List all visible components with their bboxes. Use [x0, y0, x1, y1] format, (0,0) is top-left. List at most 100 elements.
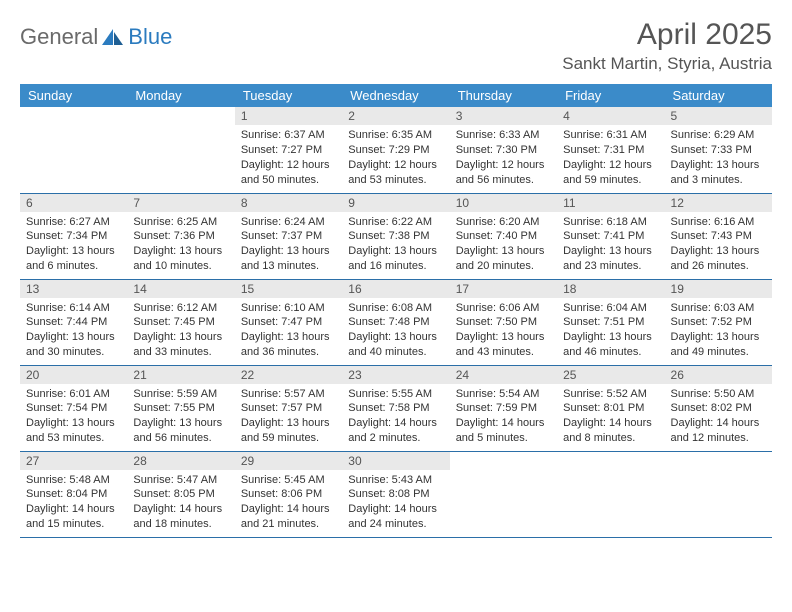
daylight-text: Daylight: 13 hours and 30 minutes. [26, 330, 121, 360]
calendar-day-cell: 20Sunrise: 6:01 AMSunset: 7:54 PMDayligh… [20, 365, 127, 451]
calendar-day-cell: 10Sunrise: 6:20 AMSunset: 7:40 PMDayligh… [450, 193, 557, 279]
day-number: 7 [127, 194, 234, 212]
calendar-week-row: 27Sunrise: 5:48 AMSunset: 8:04 PMDayligh… [20, 451, 772, 537]
daylight-text: Daylight: 13 hours and 36 minutes. [241, 330, 336, 360]
sunset-text: Sunset: 7:52 PM [671, 315, 766, 330]
weekday-header: Saturday [665, 84, 772, 107]
day-number: 17 [450, 280, 557, 298]
daylight-text: Daylight: 13 hours and 13 minutes. [241, 244, 336, 274]
day-body: Sunrise: 6:24 AMSunset: 7:37 PMDaylight:… [235, 212, 342, 278]
calendar-day-cell: 24Sunrise: 5:54 AMSunset: 7:59 PMDayligh… [450, 365, 557, 451]
sunrise-text: Sunrise: 6:06 AM [456, 301, 551, 316]
sunset-text: Sunset: 7:31 PM [563, 143, 658, 158]
day-body: Sunrise: 6:31 AMSunset: 7:31 PMDaylight:… [557, 125, 664, 191]
daylight-text: Daylight: 14 hours and 2 minutes. [348, 416, 443, 446]
daylight-text: Daylight: 13 hours and 3 minutes. [671, 158, 766, 188]
weekday-header: Sunday [20, 84, 127, 107]
sunrise-text: Sunrise: 6:10 AM [241, 301, 336, 316]
daylight-text: Daylight: 13 hours and 56 minutes. [133, 416, 228, 446]
day-number: 12 [665, 194, 772, 212]
calendar-day-cell: 25Sunrise: 5:52 AMSunset: 8:01 PMDayligh… [557, 365, 664, 451]
day-body: Sunrise: 5:50 AMSunset: 8:02 PMDaylight:… [665, 384, 772, 450]
calendar-day-cell: 1Sunrise: 6:37 AMSunset: 7:27 PMDaylight… [235, 107, 342, 193]
daylight-text: Daylight: 13 hours and 49 minutes. [671, 330, 766, 360]
day-body: Sunrise: 6:10 AMSunset: 7:47 PMDaylight:… [235, 298, 342, 364]
day-number: 23 [342, 366, 449, 384]
day-number: 20 [20, 366, 127, 384]
sunrise-text: Sunrise: 5:54 AM [456, 387, 551, 402]
sunrise-text: Sunrise: 6:14 AM [26, 301, 121, 316]
calendar-week-row: ....1Sunrise: 6:37 AMSunset: 7:27 PMDayl… [20, 107, 772, 193]
day-number: 30 [342, 452, 449, 470]
calendar-week-row: 13Sunrise: 6:14 AMSunset: 7:44 PMDayligh… [20, 279, 772, 365]
day-number: 9 [342, 194, 449, 212]
day-number: 10 [450, 194, 557, 212]
day-number: 4 [557, 107, 664, 125]
calendar-day-cell: 9Sunrise: 6:22 AMSunset: 7:38 PMDaylight… [342, 193, 449, 279]
day-body: Sunrise: 6:04 AMSunset: 7:51 PMDaylight:… [557, 298, 664, 364]
calendar-day-cell: 7Sunrise: 6:25 AMSunset: 7:36 PMDaylight… [127, 193, 234, 279]
day-body: Sunrise: 5:48 AMSunset: 8:04 PMDaylight:… [20, 470, 127, 536]
sunset-text: Sunset: 7:33 PM [671, 143, 766, 158]
daylight-text: Daylight: 14 hours and 21 minutes. [241, 502, 336, 532]
day-number: 28 [127, 452, 234, 470]
calendar-day-cell: .. [557, 451, 664, 537]
sunset-text: Sunset: 7:48 PM [348, 315, 443, 330]
day-number: 15 [235, 280, 342, 298]
calendar-day-cell: 3Sunrise: 6:33 AMSunset: 7:30 PMDaylight… [450, 107, 557, 193]
day-body: Sunrise: 6:25 AMSunset: 7:36 PMDaylight:… [127, 212, 234, 278]
day-number: 19 [665, 280, 772, 298]
sunset-text: Sunset: 7:34 PM [26, 229, 121, 244]
calendar-day-cell: 28Sunrise: 5:47 AMSunset: 8:05 PMDayligh… [127, 451, 234, 537]
logo: General Blue [20, 18, 172, 50]
calendar-day-cell: 30Sunrise: 5:43 AMSunset: 8:08 PMDayligh… [342, 451, 449, 537]
sunrise-text: Sunrise: 6:27 AM [26, 215, 121, 230]
sunset-text: Sunset: 7:29 PM [348, 143, 443, 158]
sunset-text: Sunset: 8:04 PM [26, 487, 121, 502]
sunrise-text: Sunrise: 6:16 AM [671, 215, 766, 230]
sunrise-text: Sunrise: 5:57 AM [241, 387, 336, 402]
day-number: 11 [557, 194, 664, 212]
calendar-day-cell: 19Sunrise: 6:03 AMSunset: 7:52 PMDayligh… [665, 279, 772, 365]
day-number: 6 [20, 194, 127, 212]
day-body: Sunrise: 6:06 AMSunset: 7:50 PMDaylight:… [450, 298, 557, 364]
day-body: Sunrise: 5:45 AMSunset: 8:06 PMDaylight:… [235, 470, 342, 536]
sunset-text: Sunset: 7:51 PM [563, 315, 658, 330]
sunrise-text: Sunrise: 6:08 AM [348, 301, 443, 316]
day-body: Sunrise: 6:01 AMSunset: 7:54 PMDaylight:… [20, 384, 127, 450]
day-body: Sunrise: 5:43 AMSunset: 8:08 PMDaylight:… [342, 470, 449, 536]
sunset-text: Sunset: 8:01 PM [563, 401, 658, 416]
sunrise-text: Sunrise: 5:59 AM [133, 387, 228, 402]
sunset-text: Sunset: 8:05 PM [133, 487, 228, 502]
day-body: Sunrise: 6:08 AMSunset: 7:48 PMDaylight:… [342, 298, 449, 364]
page-header: General Blue April 2025 Sankt Martin, St… [20, 18, 772, 74]
day-body: Sunrise: 5:55 AMSunset: 7:58 PMDaylight:… [342, 384, 449, 450]
sunrise-text: Sunrise: 6:31 AM [563, 128, 658, 143]
sunset-text: Sunset: 8:06 PM [241, 487, 336, 502]
daylight-text: Daylight: 13 hours and 6 minutes. [26, 244, 121, 274]
calendar-week-row: 6Sunrise: 6:27 AMSunset: 7:34 PMDaylight… [20, 193, 772, 279]
daylight-text: Daylight: 13 hours and 23 minutes. [563, 244, 658, 274]
logo-sail-icon [102, 29, 124, 45]
day-body: Sunrise: 6:29 AMSunset: 7:33 PMDaylight:… [665, 125, 772, 191]
day-body: Sunrise: 6:20 AMSunset: 7:40 PMDaylight:… [450, 212, 557, 278]
calendar-day-cell: 17Sunrise: 6:06 AMSunset: 7:50 PMDayligh… [450, 279, 557, 365]
weekday-header: Monday [127, 84, 234, 107]
sunset-text: Sunset: 7:44 PM [26, 315, 121, 330]
sunset-text: Sunset: 7:38 PM [348, 229, 443, 244]
daylight-text: Daylight: 14 hours and 24 minutes. [348, 502, 443, 532]
sunset-text: Sunset: 7:54 PM [26, 401, 121, 416]
calendar-day-cell: .. [450, 451, 557, 537]
day-body: Sunrise: 5:59 AMSunset: 7:55 PMDaylight:… [127, 384, 234, 450]
daylight-text: Daylight: 13 hours and 10 minutes. [133, 244, 228, 274]
day-body: Sunrise: 6:22 AMSunset: 7:38 PMDaylight:… [342, 212, 449, 278]
sunrise-text: Sunrise: 6:35 AM [348, 128, 443, 143]
sunset-text: Sunset: 7:41 PM [563, 229, 658, 244]
sunset-text: Sunset: 7:43 PM [671, 229, 766, 244]
daylight-text: Daylight: 13 hours and 43 minutes. [456, 330, 551, 360]
day-body: Sunrise: 6:12 AMSunset: 7:45 PMDaylight:… [127, 298, 234, 364]
sunrise-text: Sunrise: 5:45 AM [241, 473, 336, 488]
calendar-table: Sunday Monday Tuesday Wednesday Thursday… [20, 84, 772, 538]
sunset-text: Sunset: 7:30 PM [456, 143, 551, 158]
sunrise-text: Sunrise: 6:22 AM [348, 215, 443, 230]
